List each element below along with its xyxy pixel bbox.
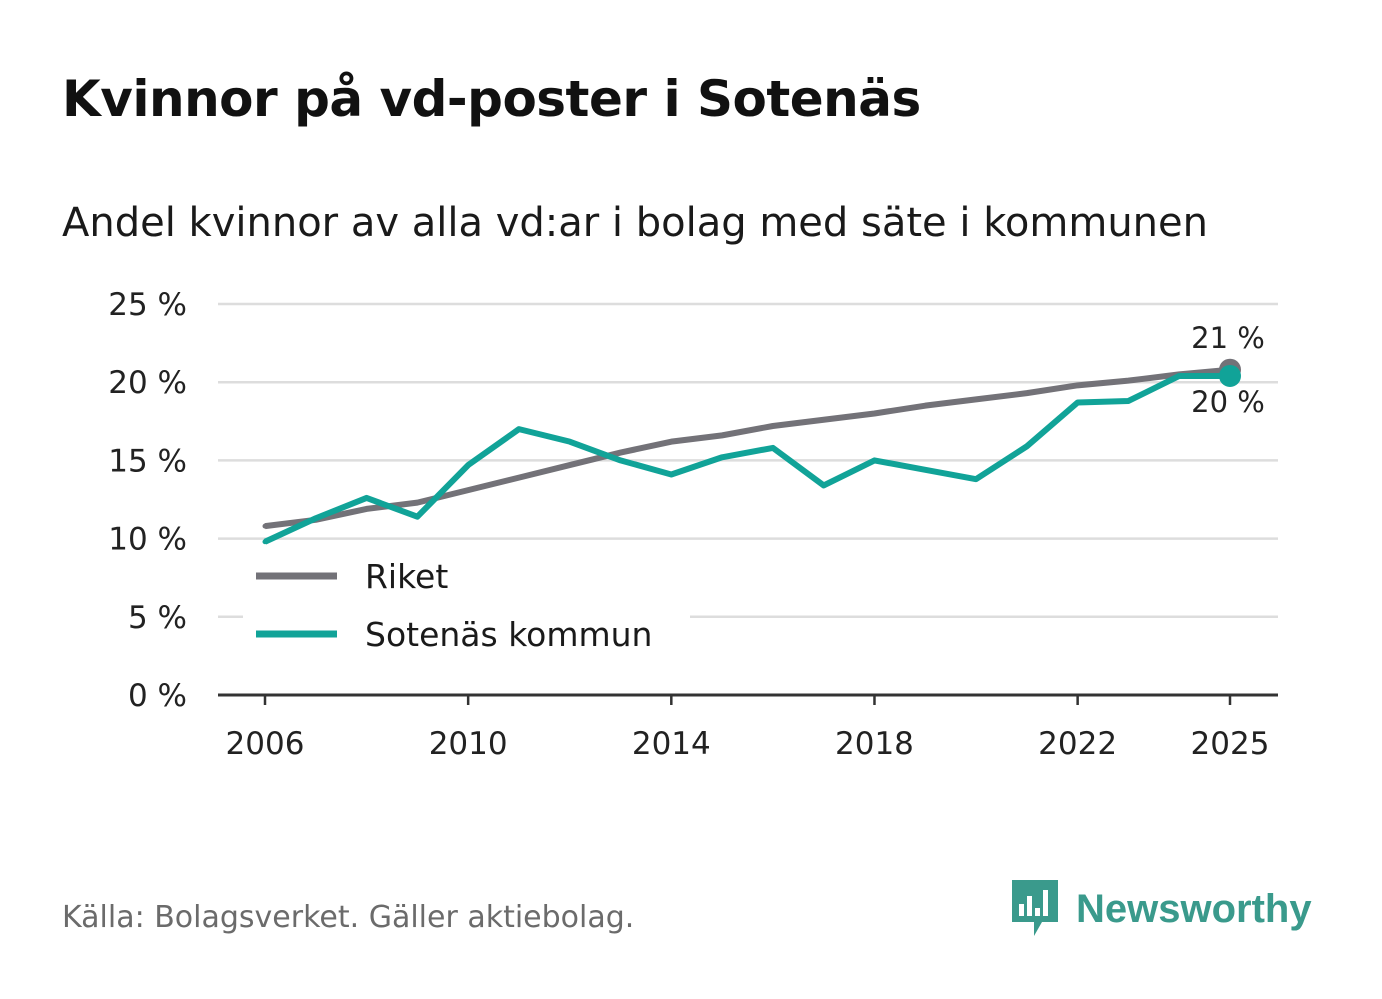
data-point xyxy=(719,454,725,460)
chart-title: Kvinnor på vd-poster i Sotenäs xyxy=(62,70,921,128)
data-point xyxy=(770,445,776,451)
data-point xyxy=(364,506,370,512)
brand-name: Newsworthy xyxy=(1076,886,1312,931)
legend-label: Riket xyxy=(365,557,448,596)
end-marker xyxy=(1219,364,1241,387)
data-point xyxy=(1075,400,1081,406)
data-point xyxy=(618,450,624,456)
data-point xyxy=(770,423,776,429)
data-point xyxy=(1176,373,1182,379)
newsworthy-logo-icon xyxy=(1012,880,1058,936)
x-tick-label: 2022 xyxy=(1038,726,1117,762)
y-tick-label: 10 % xyxy=(108,522,187,558)
data-point xyxy=(871,457,877,463)
data-point xyxy=(414,500,420,506)
data-point xyxy=(871,410,877,416)
brand-logo: Newsworthy xyxy=(1010,878,1312,940)
data-point xyxy=(516,426,522,432)
x-tick-label: 2014 xyxy=(632,726,711,762)
data-point xyxy=(821,417,827,423)
chart-subtitle: Andel kvinnor av alla vd:ar i bolag med … xyxy=(62,200,1208,246)
data-point xyxy=(618,457,624,463)
y-tick-label: 5 % xyxy=(128,600,187,636)
legend-label: Sotenäs kommun xyxy=(365,615,652,654)
legend-background xyxy=(243,548,690,660)
x-tick-label: 2018 xyxy=(835,726,914,762)
x-tick-label: 2006 xyxy=(226,726,305,762)
x-tick-label: 2025 xyxy=(1191,726,1270,762)
data-point xyxy=(1125,398,1131,404)
end-label-sotenas: 20 % xyxy=(1191,385,1265,419)
data-point xyxy=(1024,390,1030,396)
series-line-sotenas xyxy=(263,372,1230,545)
data-point xyxy=(922,403,928,409)
data-point xyxy=(668,471,674,477)
series-line-riket xyxy=(264,366,1231,530)
data-point xyxy=(668,439,674,445)
data-point xyxy=(414,514,420,520)
data-point xyxy=(262,539,268,545)
y-tick-label: 25 % xyxy=(108,287,187,323)
data-point xyxy=(567,439,573,445)
data-point xyxy=(567,462,573,468)
y-tick-label: 20 % xyxy=(108,365,187,401)
data-point xyxy=(922,467,928,473)
data-point xyxy=(313,515,319,521)
data-point xyxy=(516,475,522,481)
data-point xyxy=(973,396,979,402)
source-note: Källa: Bolagsverket. Gäller aktiebolag. xyxy=(62,900,635,935)
data-point xyxy=(364,495,370,501)
x-tick-label: 2010 xyxy=(429,726,508,762)
data-point xyxy=(821,482,827,488)
data-point xyxy=(1075,382,1081,388)
data-point xyxy=(465,462,471,468)
data-point xyxy=(262,523,268,529)
y-tick-label: 0 % xyxy=(128,678,187,714)
data-point xyxy=(973,476,979,482)
end-label-riket: 21 % xyxy=(1191,321,1265,355)
y-tick-label: 15 % xyxy=(108,443,187,479)
data-point xyxy=(465,487,471,493)
data-point xyxy=(1125,378,1131,384)
data-point xyxy=(719,432,725,438)
data-point xyxy=(1024,443,1030,449)
